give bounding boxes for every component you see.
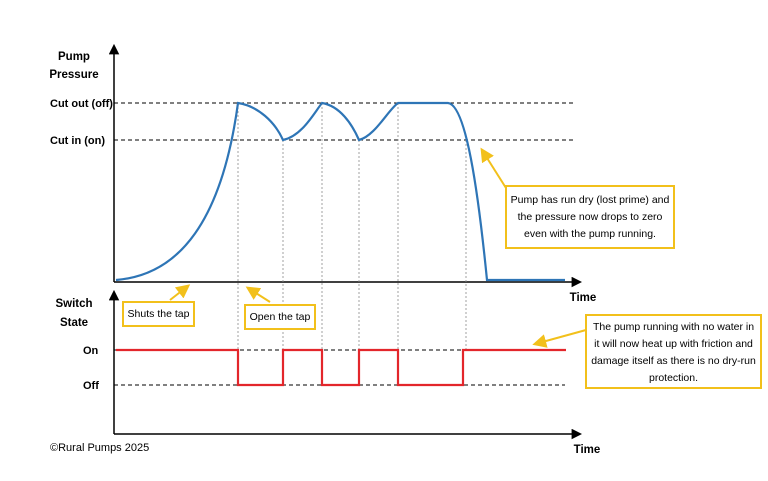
switch-state-line xyxy=(116,348,566,387)
copyright-text: ©Rural Pumps 2025 xyxy=(50,442,150,454)
open-tap-arrow xyxy=(245,286,271,303)
heat-arrow xyxy=(532,329,587,348)
cut-out-label: Cut out (off) xyxy=(50,98,113,110)
dry-run-callout: Pump has run dry (lost prime) and the pr… xyxy=(505,185,675,249)
switch-y-title-line1: Switch xyxy=(55,298,92,310)
heat-text-line-2: it will now heat up with friction and xyxy=(594,338,753,350)
off-label: Off xyxy=(83,380,99,392)
switch-y-title-line2: State xyxy=(60,317,88,329)
pressure-y-title-line2: Pressure xyxy=(49,69,98,81)
heat-callout: The pump running with no water in it wil… xyxy=(585,314,762,389)
shuts-tap-arrow xyxy=(169,284,191,301)
dry-run-arrow xyxy=(480,147,507,189)
pressure-x-title: Time xyxy=(570,292,597,304)
dry-run-text-line-2: the pressure now drops to zero xyxy=(517,211,663,223)
cut-in-label: Cut in (on) xyxy=(50,135,105,147)
heat-text-line-3: damage itself as there is no dry-run xyxy=(591,355,756,367)
heat-text-line-1: The pump running with no water in xyxy=(592,321,755,333)
on-label: On xyxy=(83,345,99,357)
open-tap-callout: Open the tap xyxy=(244,304,316,330)
dry-run-text-line-1: Pump has run dry (lost prime) and xyxy=(510,194,670,206)
pressure-curve xyxy=(115,101,565,282)
heat-text-line-4: protection. xyxy=(648,372,699,384)
dry-run-text-line-3: even with the pump running. xyxy=(524,228,656,240)
pressure-y-title-line1: Pump xyxy=(58,51,90,63)
shuts-tap-text: Shuts the tap xyxy=(127,308,190,320)
open-tap-text: Open the tap xyxy=(249,311,311,323)
event-guide-lines xyxy=(237,103,467,350)
switch-x-title: Time xyxy=(574,444,601,456)
shuts-tap-callout: Shuts the tap xyxy=(122,301,195,327)
